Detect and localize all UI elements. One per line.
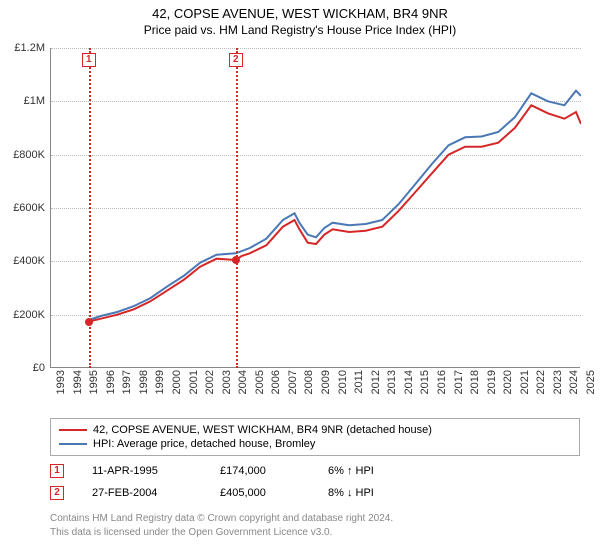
legend-swatch	[59, 443, 87, 445]
sale-detail-row: 1 11-APR-1995 £174,000 6% ↑ HPI	[50, 460, 580, 482]
sale-price: £405,000	[220, 487, 300, 499]
xtick-label: 2020	[502, 370, 514, 394]
sale-pct: 8% ↓ HPI	[328, 487, 428, 499]
sale-pct: 6% ↑ HPI	[328, 465, 428, 477]
xtick-label: 2015	[419, 370, 431, 394]
xtick-label: 2000	[171, 370, 183, 394]
footer-line-1: Contains HM Land Registry data © Crown c…	[50, 512, 580, 526]
xtick-label: 2022	[535, 370, 547, 394]
chart-subtitle: Price paid vs. HM Land Registry's House …	[0, 23, 600, 41]
ytick-label: £1M	[24, 95, 45, 107]
xtick-label: 1994	[72, 370, 84, 394]
sales-detail: 1 11-APR-1995 £174,000 6% ↑ HPI 2 27-FEB-2004…	[50, 460, 580, 504]
xtick-label: 1995	[88, 370, 100, 394]
xtick-label: 2007	[287, 370, 299, 394]
sale-date: 11-APR-1995	[92, 465, 192, 477]
series-svg	[51, 48, 581, 368]
xtick-label: 2002	[204, 370, 216, 394]
sale-price: £174,000	[220, 465, 300, 477]
footer-note: Contains HM Land Registry data © Crown c…	[50, 512, 580, 539]
xtick-label: 2010	[337, 370, 349, 394]
ytick-label: £1.2M	[14, 42, 45, 54]
ytick-label: £0	[33, 362, 45, 374]
chart-area: £0£200K£400K£600K£800K£1M£1.2M1993199419…	[50, 48, 580, 368]
xtick-label: 1998	[138, 370, 150, 394]
footer-line-2: This data is licensed under the Open Gov…	[50, 526, 580, 540]
ytick-label: £200K	[13, 309, 45, 321]
xtick-label: 2004	[237, 370, 249, 394]
xtick-label: 2011	[353, 370, 365, 394]
xtick-label: 2014	[403, 370, 415, 394]
sale-detail-box: 1	[50, 464, 64, 478]
sale-detail-row: 2 27-FEB-2004 £405,000 8% ↓ HPI	[50, 482, 580, 504]
sale-detail-box: 2	[50, 486, 64, 500]
legend-row: 42, COPSE AVENUE, WEST WICKHAM, BR4 9NR …	[59, 423, 571, 437]
xtick-label: 2005	[254, 370, 266, 394]
legend-row: HPI: Average price, detached house, Brom…	[59, 437, 571, 451]
series-line-hpi	[89, 91, 581, 320]
xtick-label: 2016	[436, 370, 448, 394]
xtick-label: 2008	[303, 370, 315, 394]
sale-marker-box: 1	[82, 53, 96, 67]
xtick-label: 2017	[453, 370, 465, 394]
xtick-label: 1996	[105, 370, 117, 394]
xtick-label: 2003	[221, 370, 233, 394]
xtick-label: 2023	[552, 370, 564, 394]
sale-marker-box: 2	[229, 53, 243, 67]
xtick-label: 2006	[270, 370, 282, 394]
ytick-label: £800K	[13, 149, 45, 161]
xtick-label: 2021	[519, 370, 531, 394]
legend-swatch	[59, 429, 87, 431]
sale-vline	[236, 48, 238, 368]
xtick-label: 2001	[188, 370, 200, 394]
xtick-label: 1997	[121, 370, 133, 394]
sale-dot	[85, 318, 93, 326]
xtick-label: 2012	[370, 370, 382, 394]
ytick-label: £600K	[13, 202, 45, 214]
xtick-label: 2024	[568, 370, 580, 394]
xtick-label: 2009	[320, 370, 332, 394]
sale-date: 27-FEB-2004	[92, 487, 192, 499]
xtick-label: 2025	[585, 370, 597, 394]
chart-title: 42, COPSE AVENUE, WEST WICKHAM, BR4 9NR	[0, 0, 600, 23]
ytick-label: £400K	[13, 255, 45, 267]
legend: 42, COPSE AVENUE, WEST WICKHAM, BR4 9NR …	[50, 418, 580, 456]
plot-box: £0£200K£400K£600K£800K£1M£1.2M1993199419…	[50, 48, 580, 368]
sale-dot	[232, 256, 240, 264]
xtick-label: 1993	[55, 370, 67, 394]
legend-label: 42, COPSE AVENUE, WEST WICKHAM, BR4 9NR …	[93, 424, 432, 436]
legend-label: HPI: Average price, detached house, Brom…	[93, 438, 315, 450]
xtick-label: 1999	[154, 370, 166, 394]
xtick-label: 2019	[486, 370, 498, 394]
xtick-label: 2018	[469, 370, 481, 394]
xtick-label: 2013	[386, 370, 398, 394]
